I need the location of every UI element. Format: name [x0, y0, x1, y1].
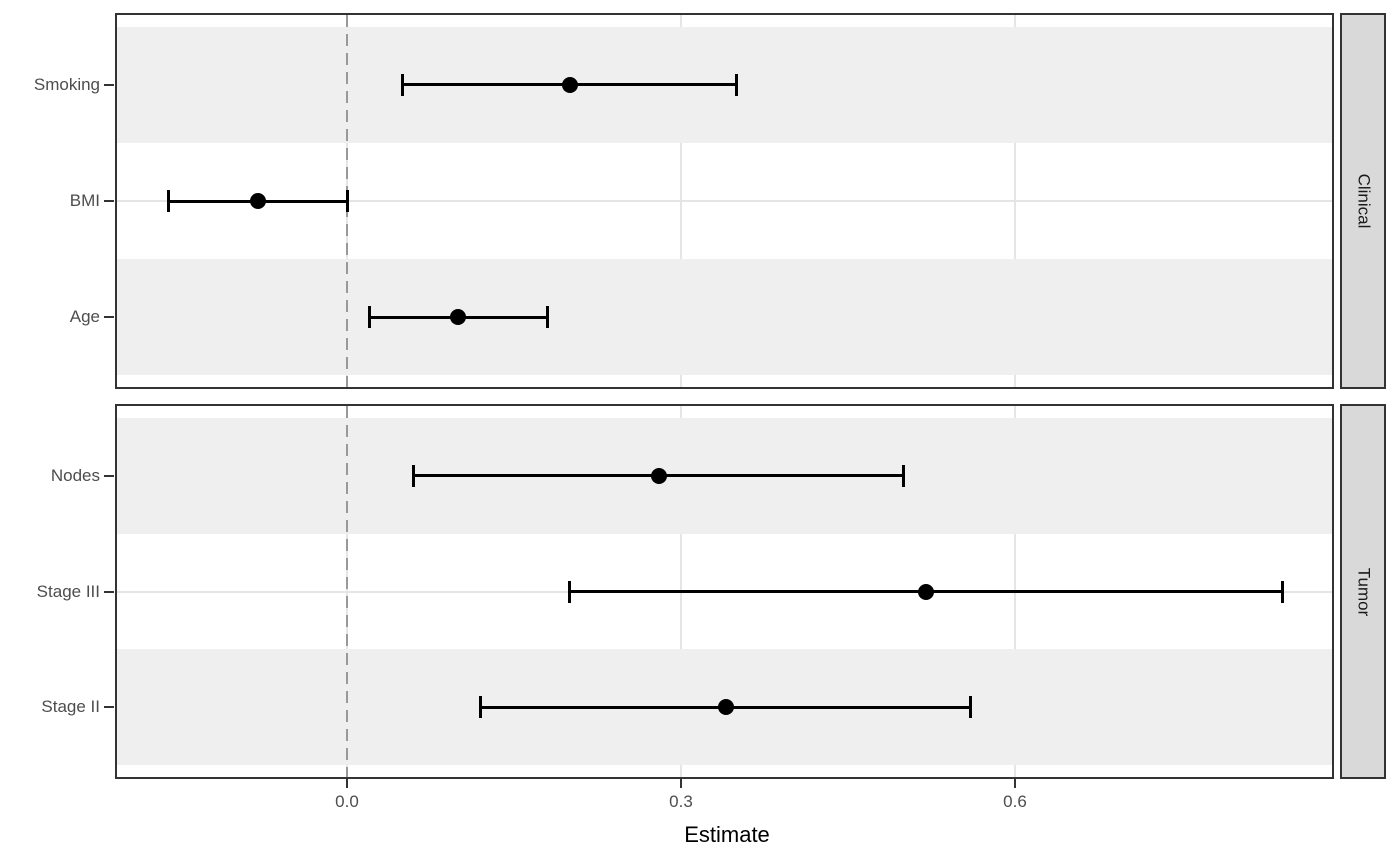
point-estimate — [249, 193, 266, 209]
y-axis-label: Stage II — [41, 697, 100, 717]
x-axis-tick-label: 0.0 — [335, 792, 359, 811]
error-bar-cap-left — [401, 73, 405, 96]
error-bar-cap-right — [545, 306, 549, 329]
error-bar-cap-left — [568, 580, 572, 603]
error-bar-cap-right — [345, 190, 349, 212]
zero-reference-line — [346, 406, 348, 777]
y-axis-label: Age — [69, 307, 100, 327]
h-gridline — [117, 200, 1332, 202]
x-axis-tick-label: 0.6 — [1003, 792, 1027, 811]
point-estimate — [561, 76, 578, 93]
error-bar-cap-right — [902, 464, 906, 487]
y-axis-label: Nodes — [50, 465, 100, 485]
y-axis-label: Smoking — [33, 74, 100, 94]
error-bar-cap-right — [968, 696, 972, 719]
facet-strip-clinical-label: Clinical — [1354, 173, 1374, 229]
y-axis-tick — [104, 706, 114, 709]
error-bar-cap-left — [479, 696, 483, 719]
error-bar-cap-left — [412, 464, 416, 487]
point-estimate — [450, 309, 467, 326]
facet-panel-tumor — [115, 404, 1334, 779]
facet-strip-tumor-label: Tumor — [1354, 567, 1373, 616]
x-axis-tick-label: 0.3 — [669, 792, 693, 811]
row-stripe — [117, 259, 1332, 376]
error-bar-cap-left — [367, 306, 371, 329]
y-axis-tick — [104, 590, 114, 593]
point-estimate — [650, 467, 667, 484]
y-axis-tick — [104, 83, 114, 86]
y-axis-label: Stage III — [36, 581, 100, 601]
x-axis-tick — [1013, 779, 1016, 788]
facet-strip-tumor: Tumor — [1340, 404, 1386, 779]
x-axis-title: Estimate — [684, 822, 770, 847]
y-axis-tick — [104, 316, 114, 319]
y-axis-label: BMI — [69, 191, 100, 210]
facet-panel-clinical — [115, 13, 1334, 389]
point-estimate — [717, 699, 734, 716]
facet-strip-clinical: Clinical — [1340, 13, 1386, 389]
error-bar-cap-left — [167, 190, 171, 212]
error-bar-cap-right — [1280, 580, 1284, 603]
x-axis-tick — [346, 779, 348, 788]
error-bar-cap-right — [735, 73, 739, 96]
y-axis-tick — [104, 474, 114, 477]
y-axis-tick — [104, 200, 114, 202]
x-axis-tick — [679, 779, 682, 788]
point-estimate — [917, 583, 934, 600]
